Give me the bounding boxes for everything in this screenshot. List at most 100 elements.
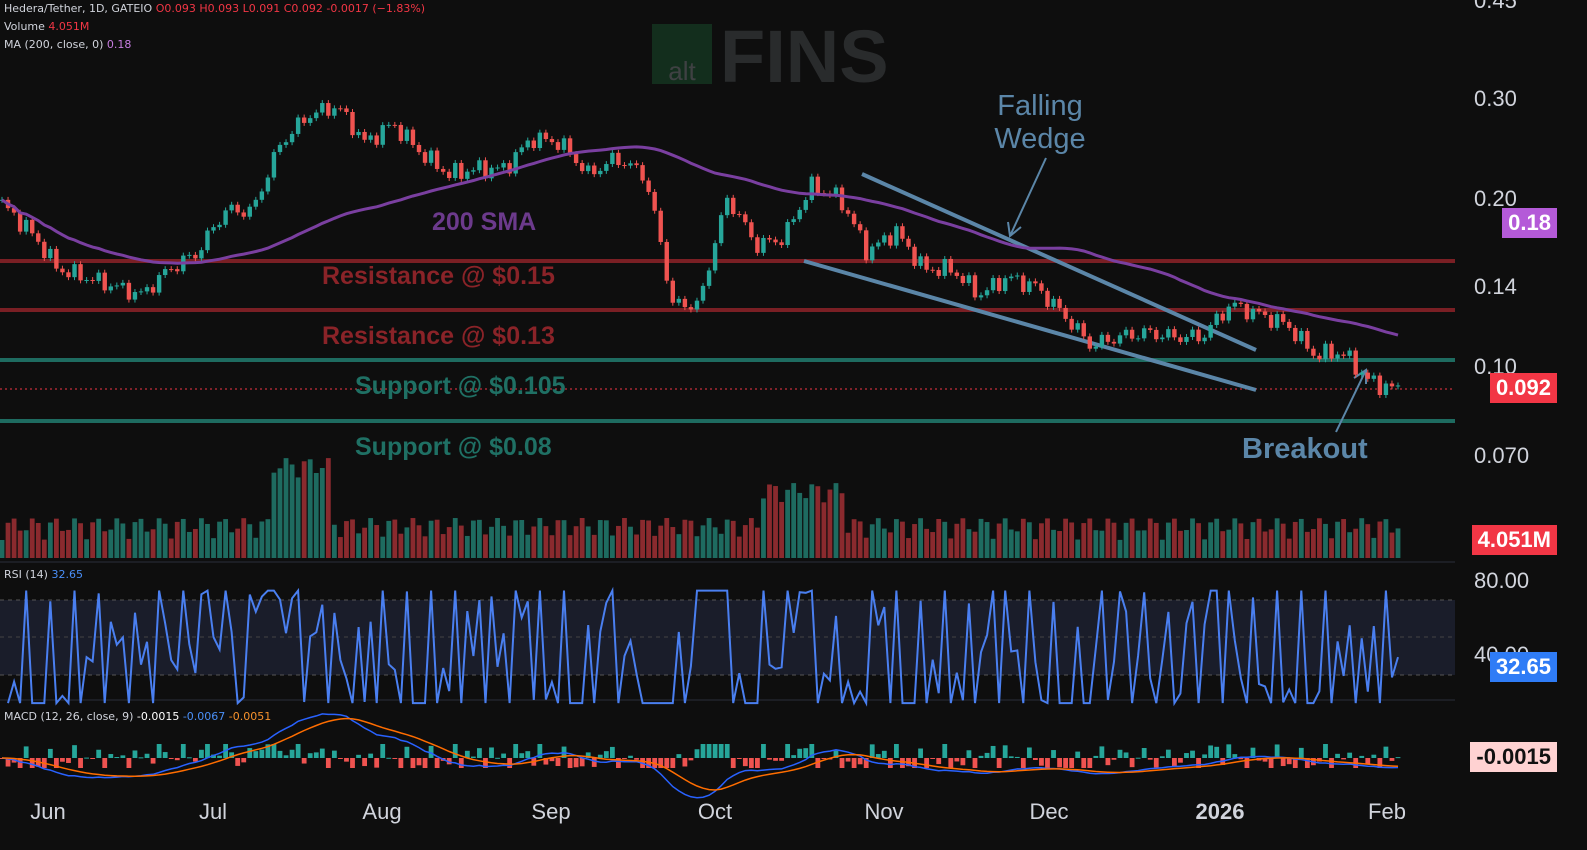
macd-histogram-bar <box>253 751 259 758</box>
volume-bar <box>344 521 349 558</box>
candle-body <box>507 163 512 174</box>
macd-histogram-bar <box>1069 758 1075 768</box>
macd-histogram-bar <box>307 753 313 758</box>
volume-bar <box>271 472 277 558</box>
candle-body <box>368 135 373 140</box>
macd-histogram-bar <box>761 744 766 758</box>
macd-histogram-bar <box>53 758 59 768</box>
volume-bar <box>664 518 670 558</box>
candle-body <box>1268 314 1274 328</box>
volume-bar <box>1280 523 1286 558</box>
volume-bar <box>1105 518 1111 558</box>
volume-bar <box>1165 522 1171 558</box>
macd-histogram-bar <box>1057 758 1062 768</box>
volume-bar <box>797 492 803 558</box>
volume-bar <box>742 525 748 558</box>
macd-histogram-bar <box>1250 747 1256 758</box>
macd-histogram-bar <box>241 758 247 763</box>
volume-bar <box>1039 523 1044 558</box>
volume-bar <box>839 493 845 558</box>
candle-body <box>1057 298 1062 308</box>
candle-body <box>1226 306 1231 321</box>
macd-histogram-bar <box>1135 757 1141 759</box>
volume-bar <box>694 536 700 558</box>
candle-body <box>634 163 639 166</box>
candle-body <box>295 117 301 134</box>
macd-histogram-bar <box>289 749 295 758</box>
macd-histogram-bar <box>192 758 198 762</box>
volume-bar <box>1286 538 1292 558</box>
volume-bar <box>1310 529 1316 558</box>
candle-body <box>513 152 518 174</box>
candle-body <box>501 163 506 168</box>
macd-histogram-bar <box>17 758 23 768</box>
macd-histogram-bar <box>1014 756 1020 758</box>
candle-body <box>851 213 857 225</box>
volume-legend: Volume 4.051M <box>4 20 89 34</box>
price-tick: 0.14 <box>1474 274 1517 299</box>
volume-bar <box>1123 522 1129 558</box>
candle-body <box>942 258 947 276</box>
volume-bar <box>368 518 374 558</box>
candle-body <box>344 108 349 112</box>
macd-histogram-bar <box>120 755 126 758</box>
macd-histogram-bar <box>452 744 458 758</box>
macd-histogram-bar <box>1244 758 1250 768</box>
macd-label: MACD (12, 26, close, 9) <box>4 710 134 723</box>
volume-bar <box>416 525 422 558</box>
volume-bar <box>477 519 482 558</box>
volume-bar <box>1129 518 1135 558</box>
candle-body <box>1111 341 1117 344</box>
volume-bar <box>954 523 960 558</box>
macd-histogram-bar <box>150 758 156 764</box>
macd-histogram-bar <box>1153 758 1159 768</box>
macd-histogram-bar <box>1335 753 1340 758</box>
macd-histogram-bar <box>1232 754 1238 758</box>
candle-body <box>616 152 621 166</box>
macd-histogram-bar <box>1020 758 1026 768</box>
candle-body <box>779 242 784 246</box>
volume-bar <box>869 524 875 558</box>
candle-body <box>585 165 591 172</box>
candle-body <box>658 210 663 242</box>
candle-body <box>712 243 718 271</box>
macd-histogram-bar <box>1123 752 1129 758</box>
macd-histogram-bar <box>174 758 180 761</box>
candle-body <box>706 270 712 286</box>
macd-histogram-bar <box>555 758 561 767</box>
macd-histogram-bar <box>386 757 392 759</box>
macd-histogram-bar <box>1395 757 1401 759</box>
candle-body <box>1377 375 1383 395</box>
time-axis: Jun Jul Aug Sep Oct Nov Dec 2026 Feb <box>30 799 1406 824</box>
candle-body <box>440 168 446 172</box>
macd-histogram-bar <box>1323 744 1328 758</box>
candle-body <box>54 248 59 269</box>
volume-bar <box>495 518 500 558</box>
candle-body <box>731 197 736 215</box>
volume-bar <box>90 522 96 558</box>
volume-bar <box>863 537 869 558</box>
macd-histogram-bar <box>144 753 150 758</box>
candle-body <box>1105 334 1111 342</box>
macd-histogram-bar <box>410 758 416 768</box>
candle-body <box>48 248 53 259</box>
candle-body <box>797 209 802 220</box>
candle-body <box>271 152 277 178</box>
candle-body <box>289 133 295 143</box>
volume-bar <box>779 501 784 558</box>
candle-body <box>622 165 627 167</box>
candle-body <box>1184 336 1189 342</box>
volume-bar <box>1371 537 1377 558</box>
candle-body <box>531 140 537 149</box>
volume-bar <box>591 534 597 558</box>
macd-histogram-bar <box>301 758 307 764</box>
volume-bar <box>1196 523 1201 558</box>
macd-histogram-bar <box>996 758 1002 768</box>
volume-bar <box>380 536 386 558</box>
macd-histogram-bar <box>1383 746 1389 758</box>
volume-bar <box>295 477 301 558</box>
volume-bar <box>1051 529 1056 558</box>
macd-histogram-bar <box>670 758 676 768</box>
macd-histogram-bar <box>1286 758 1292 765</box>
macd-histogram-bar <box>1081 758 1087 768</box>
